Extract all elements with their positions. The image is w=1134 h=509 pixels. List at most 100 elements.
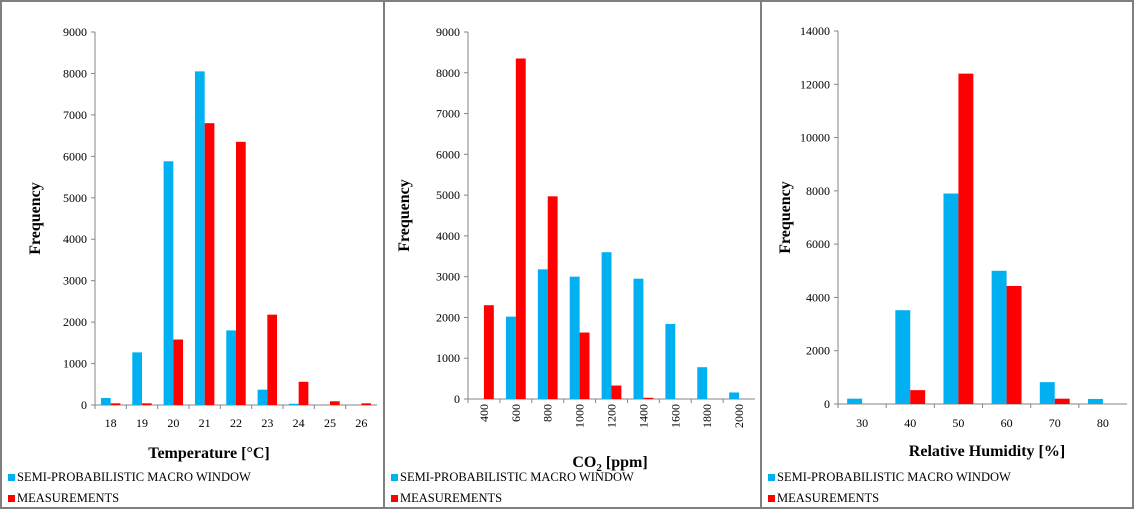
y-tick-label: 0 xyxy=(81,398,87,412)
x-tick-label: 22 xyxy=(230,416,242,430)
y-tick-label: 3000 xyxy=(63,274,87,288)
bar-semi-probabilistic-18 xyxy=(100,397,111,405)
legend-swatch-semi-probabilistic xyxy=(391,474,398,481)
x-tick-label: 24 xyxy=(293,416,305,430)
bar-semi-probabilistic-24 xyxy=(288,403,299,405)
legend-label-semi-probabilistic: SEMI-PROBABILISTIC MACRO WINDOW xyxy=(777,470,1011,484)
bar-measurements-40 xyxy=(910,390,926,404)
legend-swatch-semi-probabilistic xyxy=(768,474,775,481)
bar-semi-probabilistic-23 xyxy=(257,389,268,405)
legend-label-semi-probabilistic: SEMI-PROBABILISTIC MACRO WINDOW xyxy=(17,470,251,484)
x-tick-label: 50 xyxy=(952,416,964,430)
y-tick-label: 9000 xyxy=(63,25,87,39)
legend-label-semi-probabilistic: SEMI-PROBABILISTIC MACRO WINDOW xyxy=(400,470,634,484)
bar-semi-probabilistic-50 xyxy=(943,193,959,404)
chart-panel-co2: 0 1000 2000 3000 4000 5000 6000 7000 8000 9000 400… xyxy=(383,0,762,509)
temperature-histogram: 0 1000 2000 3000 4000 5000 6000 7000 8000 9000 18 1… xyxy=(8,25,377,505)
x-axis-title: CO2 [ppm] xyxy=(572,454,647,474)
legend-label-measurements: MEASUREMENTS xyxy=(400,491,502,505)
y-tick-label: 0 xyxy=(454,392,460,406)
x-tick-label: 600 xyxy=(509,404,523,422)
x-tick-label: 1000 xyxy=(573,404,587,428)
y-tick-label: 0 xyxy=(824,397,830,411)
humidity-histogram: 0 2000 4000 6000 8000 10000 12000 14000 30 40 50 60… xyxy=(768,24,1127,505)
y-tick-label: 4000 xyxy=(806,290,830,304)
bar-semi-probabilistic-1400 xyxy=(633,278,644,399)
x-tick-label: 23 xyxy=(261,416,273,430)
x-tick-label: 60 xyxy=(1001,416,1013,430)
bar-measurements-21 xyxy=(204,123,215,405)
bar-semi-probabilistic-70 xyxy=(1039,382,1055,404)
bar-measurements-24 xyxy=(298,381,309,405)
y-tick-label: 7000 xyxy=(436,107,460,121)
legend-swatch-measurements xyxy=(8,495,15,502)
x-tick-label: 40 xyxy=(904,416,916,430)
bar-semi-probabilistic-1800 xyxy=(697,367,708,399)
x-tick-label: 1400 xyxy=(636,404,650,428)
x-axis-title: Relative Humidity [%] xyxy=(909,443,1065,460)
x-tick-label: 20 xyxy=(167,416,179,430)
bar-semi-probabilistic-1200 xyxy=(601,252,612,399)
y-tick-label: 6000 xyxy=(436,147,460,161)
y-tick-label: 2000 xyxy=(806,344,830,358)
y-tick-label: 12000 xyxy=(800,77,830,91)
x-tick-label: 18 xyxy=(105,416,117,430)
y-tick-label: 9000 xyxy=(436,25,460,39)
y-tick-label: 1000 xyxy=(63,357,87,371)
legend-swatch-semi-probabilistic xyxy=(8,474,15,481)
bar-measurements-20 xyxy=(173,339,184,405)
y-tick-label: 6000 xyxy=(63,149,87,163)
bar-semi-probabilistic-800 xyxy=(537,269,548,399)
bar-semi-probabilistic-1000 xyxy=(569,276,580,399)
co2-histogram: 0 1000 2000 3000 4000 5000 6000 7000 8000 9000 400… xyxy=(391,25,755,505)
bar-semi-probabilistic-22 xyxy=(226,330,236,405)
y-tick-label: 10000 xyxy=(800,131,830,145)
y-tick-label: 6000 xyxy=(806,237,830,251)
bar-measurements-19 xyxy=(142,403,152,405)
legend-label-measurements: MEASUREMENTS xyxy=(17,491,119,505)
y-tick-label: 8000 xyxy=(806,184,830,198)
bar-measurements-600 xyxy=(515,58,526,399)
legend-swatch-measurements xyxy=(391,495,398,502)
y-tick-label: 14000 xyxy=(800,24,830,38)
bar-semi-probabilistic-21 xyxy=(194,71,205,405)
bar-measurements-800 xyxy=(547,196,558,399)
bar-semi-probabilistic-2000 xyxy=(729,392,740,399)
x-tick-label: 80 xyxy=(1097,416,1109,430)
y-tick-label: 5000 xyxy=(436,188,460,202)
bar-semi-probabilistic-30 xyxy=(847,398,863,404)
bar-measurements-70 xyxy=(1054,398,1070,404)
y-axis-title: Frequency xyxy=(396,179,413,252)
bar-measurements-25 xyxy=(330,401,340,405)
y-tick-label: 8000 xyxy=(436,66,460,80)
bar-measurements-1200 xyxy=(611,385,622,399)
chart-panel-temperature: 0 1000 2000 3000 4000 5000 6000 7000 8000 9000 18 1… xyxy=(0,0,385,509)
y-tick-label: 2000 xyxy=(436,310,460,324)
y-axis-title: Frequency xyxy=(777,181,794,254)
x-axis-title: Temperature [°C] xyxy=(148,445,269,462)
bar-measurements-26 xyxy=(361,403,372,405)
bar-measurements-23 xyxy=(267,314,278,405)
bar-semi-probabilistic-60 xyxy=(991,270,1007,404)
chart-panel-humidity: 0 2000 4000 6000 8000 10000 12000 14000 30 40 50 60… xyxy=(760,0,1134,509)
x-tick-label: 1600 xyxy=(668,404,682,428)
bar-semi-probabilistic-40 xyxy=(895,310,911,404)
bar-semi-probabilistic-1600 xyxy=(665,323,676,399)
bar-semi-probabilistic-20 xyxy=(163,161,174,405)
x-tick-label: 25 xyxy=(324,416,336,430)
y-tick-label: 4000 xyxy=(63,232,87,246)
y-axis-title: Frequency xyxy=(27,182,44,255)
x-tick-label: 400 xyxy=(477,404,491,422)
x-tick-label: 2000 xyxy=(732,404,746,428)
bar-measurements-1400 xyxy=(643,397,654,399)
legend-swatch-measurements xyxy=(768,495,775,502)
bar-measurements-50 xyxy=(958,73,974,404)
bar-measurements-22 xyxy=(236,141,246,406)
x-tick-label: 19 xyxy=(136,416,148,430)
y-tick-label: 7000 xyxy=(63,108,87,122)
x-tick-label: 800 xyxy=(541,404,555,422)
y-tick-label: 8000 xyxy=(63,66,87,80)
bar-measurements-60 xyxy=(1006,285,1022,404)
y-tick-label: 2000 xyxy=(63,315,87,329)
y-tick-label: 1000 xyxy=(436,351,460,365)
